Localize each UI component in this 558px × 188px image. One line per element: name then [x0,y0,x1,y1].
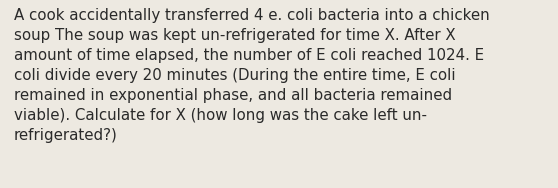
Text: A cook accidentally transferred 4 e. coli bacteria into a chicken
soup The soup : A cook accidentally transferred 4 e. col… [14,8,490,143]
